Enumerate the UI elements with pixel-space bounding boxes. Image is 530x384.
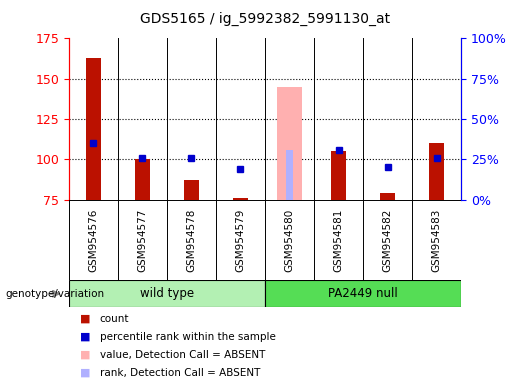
Bar bbox=[184, 180, 199, 200]
Text: GSM954578: GSM954578 bbox=[187, 208, 197, 272]
Text: genotype/variation: genotype/variation bbox=[5, 289, 104, 299]
Bar bbox=[86, 58, 101, 200]
Text: ■: ■ bbox=[80, 350, 90, 360]
Bar bbox=[69, 280, 265, 307]
Text: GSM954580: GSM954580 bbox=[285, 209, 295, 271]
Text: percentile rank within the sample: percentile rank within the sample bbox=[100, 332, 276, 342]
Text: GSM954579: GSM954579 bbox=[235, 208, 245, 272]
Text: GSM954576: GSM954576 bbox=[89, 208, 99, 272]
Bar bbox=[429, 143, 444, 200]
Text: PA2449 null: PA2449 null bbox=[328, 287, 398, 300]
Bar bbox=[380, 193, 395, 200]
Bar bbox=[233, 198, 248, 200]
Text: rank, Detection Call = ABSENT: rank, Detection Call = ABSENT bbox=[100, 368, 260, 378]
Bar bbox=[286, 150, 293, 200]
Text: ■: ■ bbox=[80, 368, 90, 378]
Text: count: count bbox=[100, 314, 129, 324]
Text: ■: ■ bbox=[80, 314, 90, 324]
Bar bbox=[331, 151, 346, 200]
Bar bbox=[135, 159, 150, 200]
Text: GDS5165 / ig_5992382_5991130_at: GDS5165 / ig_5992382_5991130_at bbox=[140, 12, 390, 26]
Text: wild type: wild type bbox=[140, 287, 194, 300]
Text: GSM954582: GSM954582 bbox=[383, 208, 393, 272]
Bar bbox=[265, 280, 461, 307]
Text: GSM954581: GSM954581 bbox=[333, 208, 343, 272]
Text: ■: ■ bbox=[80, 332, 90, 342]
Text: GSM954577: GSM954577 bbox=[137, 208, 147, 272]
Bar bbox=[277, 87, 302, 200]
Text: value, Detection Call = ABSENT: value, Detection Call = ABSENT bbox=[100, 350, 265, 360]
Text: GSM954583: GSM954583 bbox=[431, 208, 441, 272]
